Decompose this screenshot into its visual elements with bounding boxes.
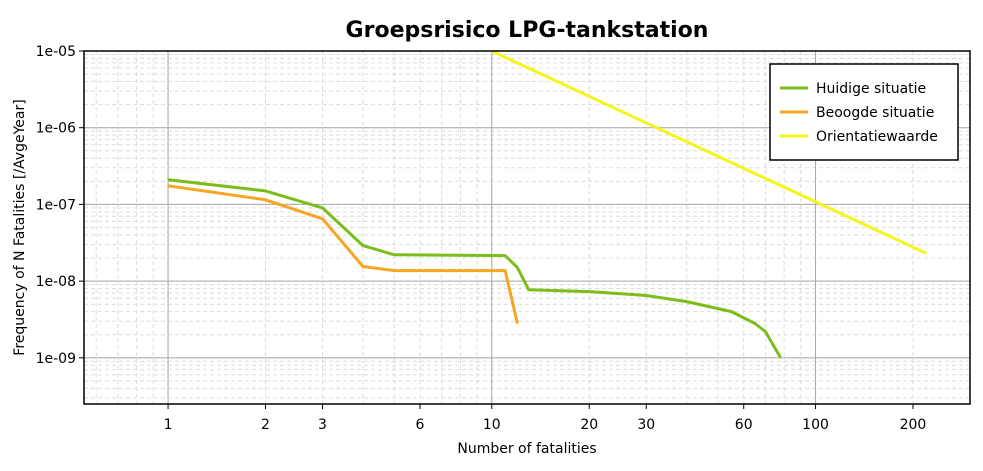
- y-tick-label: 1e-05: [36, 44, 76, 60]
- y-tick-label: 1e-07: [36, 197, 76, 213]
- legend-label-0: Huidige situatie: [816, 81, 926, 97]
- chart-title: Groepsrisico LPG-tankstation: [346, 18, 709, 43]
- x-tick-label: 3: [318, 417, 327, 433]
- y-tick-label: 1e-09: [36, 351, 76, 367]
- y-axis-ticks: 1e-05 1e-06 1e-07 1e-08 1e-09: [36, 44, 84, 367]
- series-line-0: [167, 178, 782, 359]
- series-line-1: [167, 184, 519, 324]
- y-tick-label: 1e-08: [36, 274, 76, 290]
- x-axis-ticks: 1 2 3 6 10 20 30 60 100 200: [164, 404, 927, 433]
- y-axis-label: Frequency of N Fatalities [/AvgeYear]: [12, 99, 28, 355]
- x-tick-label: 2: [261, 417, 270, 433]
- legend-label-2: Orientatiewaarde: [816, 129, 938, 145]
- x-tick-label: 20: [580, 417, 598, 433]
- x-tick-label: 30: [637, 417, 655, 433]
- grid: [84, 50, 970, 404]
- x-tick-label: 60: [735, 417, 753, 433]
- x-tick-label: 100: [802, 417, 829, 433]
- legend: Huidige situatie Beoogde situatie Orientat…: [769, 63, 959, 161]
- legend-label-1: Beoogde situatie: [816, 105, 934, 121]
- x-axis-label: Number of fatalities: [457, 441, 596, 457]
- y-tick-label: 1e-06: [36, 121, 76, 137]
- series-line-2: [491, 49, 928, 255]
- plot-lines: [167, 49, 928, 359]
- plot-frame: [83, 50, 971, 405]
- x-tick-label: 10: [483, 417, 501, 433]
- x-tick-label: 6: [416, 417, 425, 433]
- x-tick-label: 200: [900, 417, 927, 433]
- x-tick-label: 1: [164, 417, 173, 433]
